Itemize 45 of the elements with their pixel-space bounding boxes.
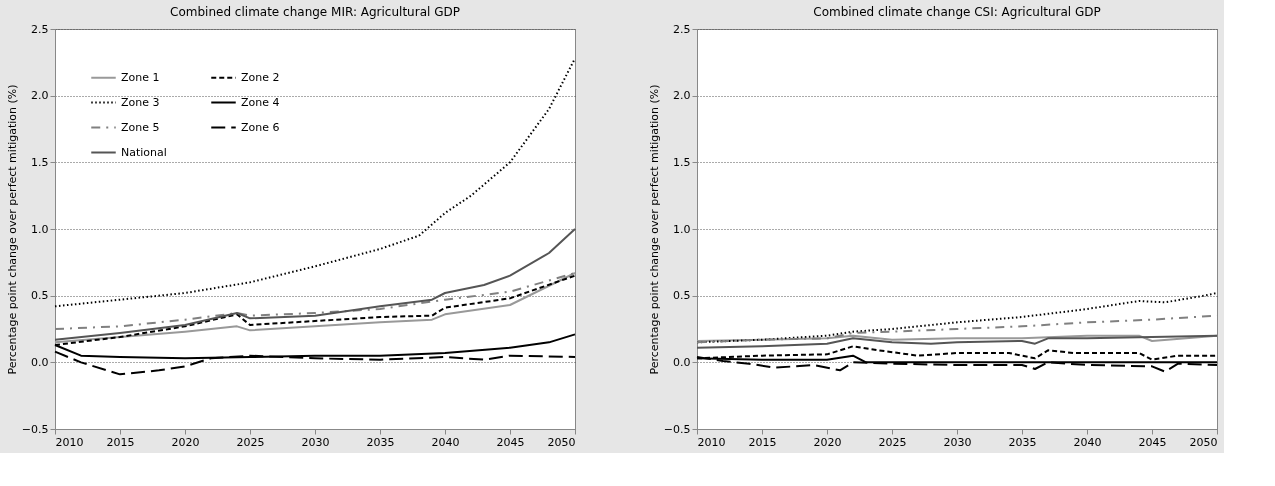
y-tick-label: 2.0 bbox=[673, 89, 691, 103]
y-tick-label: 2.0 bbox=[31, 89, 49, 103]
y-tick-label: 2.5 bbox=[673, 22, 691, 36]
x-tick-label: 2015 bbox=[748, 435, 777, 449]
legend-label: Zone 3 bbox=[121, 95, 160, 109]
x-tick-label: 2040 bbox=[1073, 435, 1102, 449]
x-tick-label: 2025 bbox=[236, 435, 265, 449]
line-series bbox=[54, 57, 576, 308]
line-series bbox=[696, 334, 1218, 349]
legend-label: National bbox=[121, 145, 167, 159]
x-tick-label: 2035 bbox=[1008, 435, 1037, 449]
y-axis-title: Percentage point change over perfect mitigation (%) bbox=[647, 84, 661, 375]
legend-label: Zone 5 bbox=[121, 120, 160, 134]
y-tick-label: 1.0 bbox=[31, 222, 49, 236]
legend-label: Zone 1 bbox=[121, 70, 160, 84]
y-tick-label: 0.5 bbox=[31, 289, 49, 303]
y-axis-title: Percentage point change over perfect mitigation (%) bbox=[5, 84, 19, 375]
y-tick-label: 2.5 bbox=[31, 22, 49, 36]
legend-label: Zone 4 bbox=[241, 95, 280, 109]
legend-label: Zone 2 bbox=[241, 70, 280, 84]
y-tick-label: 0.0 bbox=[31, 355, 49, 369]
chart-title: Combined climate change CSI: Agricultural GDP bbox=[813, 5, 1101, 19]
y-tick-label: 1.5 bbox=[31, 155, 49, 169]
x-tick-label: 2025 bbox=[878, 435, 907, 449]
x-tick-label: 2020 bbox=[171, 435, 200, 449]
y-tick-label: 0.0 bbox=[673, 355, 691, 369]
x-tick-label: 2040 bbox=[431, 435, 460, 449]
x-tick-label: 2030 bbox=[301, 435, 330, 449]
chart-title: Combined climate change MIR: Agricultural GDP bbox=[170, 5, 460, 19]
x-tick-label: 2050 bbox=[1189, 435, 1218, 449]
x-tick-label: 2015 bbox=[106, 435, 135, 449]
y-tick-label: −0.5 bbox=[21, 422, 49, 436]
x-tick-label: 2045 bbox=[1138, 435, 1167, 449]
x-tick-label: 2010 bbox=[697, 435, 726, 449]
y-tick-label: −0.5 bbox=[663, 422, 691, 436]
y-tick-label: 1.5 bbox=[673, 155, 691, 169]
x-tick-label: 2020 bbox=[813, 435, 842, 449]
y-tick-label: 1.0 bbox=[673, 222, 691, 236]
x-tick-label: 2010 bbox=[55, 435, 84, 449]
x-tick-label: 2045 bbox=[496, 435, 525, 449]
x-tick-label: 2050 bbox=[547, 435, 576, 449]
x-tick-label: 2035 bbox=[366, 435, 395, 449]
x-tick-label: 2030 bbox=[943, 435, 972, 449]
legend-label: Zone 6 bbox=[241, 120, 280, 134]
y-tick-label: 0.5 bbox=[673, 289, 691, 303]
